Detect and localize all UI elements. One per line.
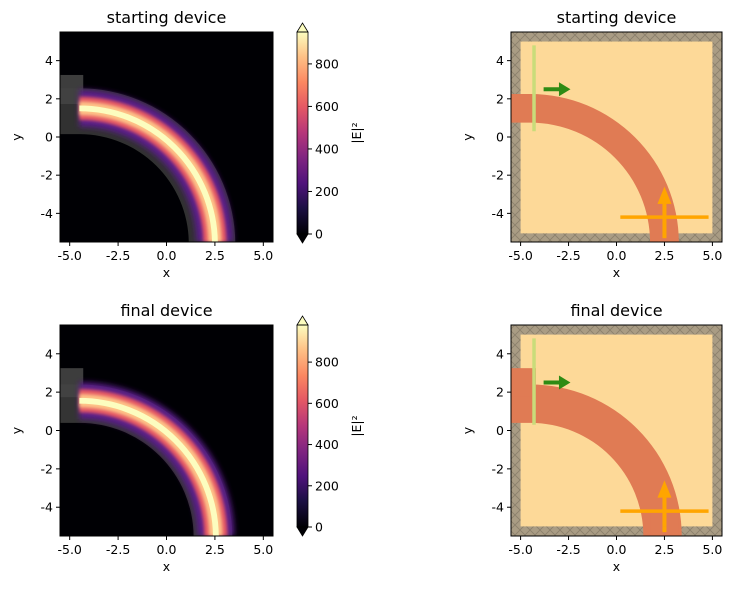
y-axis-label: y [9,426,24,434]
colorbar-frame [296,324,309,528]
y-tick-label: 4 [45,53,53,68]
panel-1: -5.0 -2.5 0.0 2.5 5.0 -4 -2 0 2 4 starting device x… [460,8,723,280]
y-tick-label: 0 [496,423,504,438]
chart-title: starting device [557,8,677,27]
colorbar-tick-label: 400 [315,141,339,156]
y-tick-label: 4 [45,346,53,361]
colorbar-label: |E|² [349,122,364,143]
x-tick-label: -5.0 [508,542,532,557]
colorbar-extend-bottom [296,526,309,537]
x-tick-label: 5.0 [253,248,273,263]
colorbar-gradient [297,32,308,234]
colorbar-extend-top [296,22,309,33]
y-tick-label: 0 [496,130,504,145]
y-axis-label: y [460,133,475,141]
y-tick-label: 4 [496,53,504,68]
waveguide-bend [511,94,679,242]
x-tick-label: -2.5 [556,248,580,263]
y-tick-label: -2 [492,461,504,476]
field-peak [79,397,219,536]
x-tick-label: -5.0 [57,248,81,263]
x-tick-label: -5.0 [57,542,81,557]
x-tick-label: 0.0 [157,542,177,557]
monitor-arrow-head [657,186,672,204]
panel-3: -5.0 -2.5 0.0 2.5 5.0 -4 -2 0 2 4 final device x y [460,301,723,574]
y-tick-label: -2 [41,461,53,476]
x-tick-label: -5.0 [508,248,532,263]
x-tick-label: 0.0 [607,542,627,557]
panel-2: -5.0 -2.5 0.0 2.5 5.0 -4 -2 0 2 4 final device x y 0 2… [9,301,364,574]
optimized-waveguide [511,384,682,536]
y-tick-label: -4 [492,500,505,515]
x-axis-label: x [613,265,620,280]
x-axis-label: x [613,559,620,574]
y-tick-label: 2 [496,91,504,106]
source-arrow-head [558,82,571,97]
field-peak [79,105,218,242]
y-tick-label: -2 [492,168,504,183]
plot-area [511,325,722,536]
x-tick-label: 5.0 [702,542,722,557]
x-axis-label: x [163,265,170,280]
colorbar-extend-bottom [296,233,309,244]
colorbar-tick-label: 0 [315,227,323,242]
input-stub [60,368,84,398]
x-tick-label: -2.5 [106,542,130,557]
device-structure [60,384,233,536]
x-tick-label: 2.5 [655,248,675,263]
colorbar-gradient [297,325,308,527]
monitor-arrow-head [657,480,672,498]
colorbar-tick-label: 800 [315,355,339,370]
plot-area [60,325,273,536]
colorbar-tick-label: 200 [315,184,339,199]
x-axis-label: x [163,559,170,574]
x-tick-label: 5.0 [702,248,722,263]
colorbar-tick-label: 200 [315,478,339,493]
x-tick-label: 2.5 [205,542,225,557]
input-stub [60,74,84,104]
y-tick-label: 2 [45,91,53,106]
input-waveguide [511,368,536,397]
plot-area [60,32,273,242]
x-tick-label: -2.5 [106,248,130,263]
plot-area [511,32,722,242]
y-axis-label: y [9,133,24,141]
colorbar-tick-label: 600 [315,99,339,114]
x-tick-label: 0.0 [607,248,627,263]
y-tick-label: 4 [496,346,504,361]
source-arrow-head [558,375,571,390]
colorbar-frame [296,31,309,235]
chart-title: starting device [107,8,227,27]
x-tick-label: 2.5 [205,248,225,263]
x-tick-label: 2.5 [655,542,675,557]
colorbar: 0 200 400 600 800 |E|² [296,22,364,244]
colorbar-tick-label: 800 [315,56,339,71]
colorbar-tick-label: 600 [315,396,339,411]
x-tick-label: 0.0 [157,248,177,263]
y-tick-label: 2 [496,385,504,400]
y-tick-label: -4 [492,206,505,221]
colorbar-extend-top [296,315,309,326]
y-tick-label: -4 [41,206,54,221]
y-tick-label: 0 [45,423,53,438]
y-tick-label: -4 [41,500,54,515]
y-tick-label: -2 [41,168,53,183]
x-tick-label: -2.5 [556,542,580,557]
x-tick-label: 5.0 [253,542,273,557]
colorbar-label: |E|² [349,415,364,436]
y-axis-label: y [460,426,475,434]
colorbar: 0 200 400 600 800 |E|² [296,315,364,537]
panel-0: -5.0 -2.5 0.0 2.5 5.0 -4 -2 0 2 4 starting device x… [9,8,364,280]
y-tick-label: 0 [45,130,53,145]
y-tick-label: 2 [45,385,53,400]
colorbar-tick-label: 0 [315,520,323,535]
chart-title: final device [120,301,212,320]
colorbar-tick-label: 400 [315,437,339,452]
chart-title: final device [570,301,662,320]
